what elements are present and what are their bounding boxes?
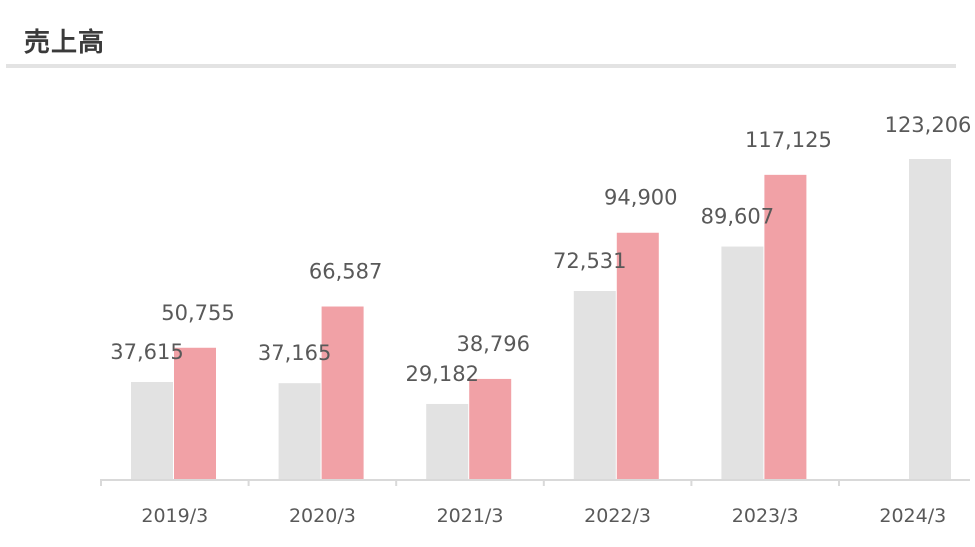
- value-label-2024-3-s0: 123,206: [885, 113, 972, 137]
- value-label-2021-3-s0: 29,182: [405, 362, 478, 386]
- bar-2020-3-s0: [278, 383, 321, 480]
- category-label-2023-3: 2023/3: [732, 505, 799, 527]
- value-label-2023-3-s0: 89,607: [701, 205, 774, 229]
- bar-2022-3-s1: [616, 232, 659, 480]
- bars-group: [131, 159, 951, 481]
- bar-2023-3-s1: [764, 174, 807, 481]
- value-label-2020-3-s0: 37,165: [258, 341, 331, 365]
- value-label-2021-3-s1: 38,796: [456, 332, 529, 356]
- chart-title: 売上高: [24, 28, 106, 58]
- bar-2019-3-s0: [131, 381, 173, 480]
- value-label-2022-3-s0: 72,531: [553, 249, 626, 273]
- category-label-2021-3: 2021/3: [437, 505, 504, 527]
- bar-2022-3-s0: [573, 291, 616, 480]
- category-label-2022-3: 2022/3: [584, 505, 651, 527]
- value-labels: 37,615 50,755 37,165 66,587 29,182 38,796 72,5…: [110, 113, 971, 386]
- value-label-2019-3-s0: 37,615: [110, 340, 183, 364]
- category-label-2024-3: 2024/3: [879, 505, 946, 527]
- value-label-2020-3-s1: 66,587: [309, 260, 382, 284]
- bar-2024-3-s0: [909, 159, 951, 480]
- bar-2023-3-s0: [721, 246, 764, 480]
- bar-2020-3-s1: [321, 306, 364, 480]
- category-label-2019-3: 2019/3: [141, 505, 208, 527]
- title-underline: [6, 64, 956, 68]
- category-labels: 2019/3 2020/3 2021/3 2022/3 2023/3 2024/3: [141, 505, 946, 527]
- x-axis-ticks: [100, 480, 840, 486]
- bar-2021-3-s0: [426, 403, 469, 480]
- value-label-2023-3-s1: 117,125: [745, 128, 832, 152]
- bar-2021-3-s1: [469, 378, 512, 480]
- category-label-2020-3: 2020/3: [289, 505, 356, 527]
- value-label-2022-3-s1: 94,900: [604, 186, 677, 210]
- bar-2019-3-s1: [174, 347, 216, 480]
- value-label-2019-3-s1: 50,755: [161, 301, 234, 325]
